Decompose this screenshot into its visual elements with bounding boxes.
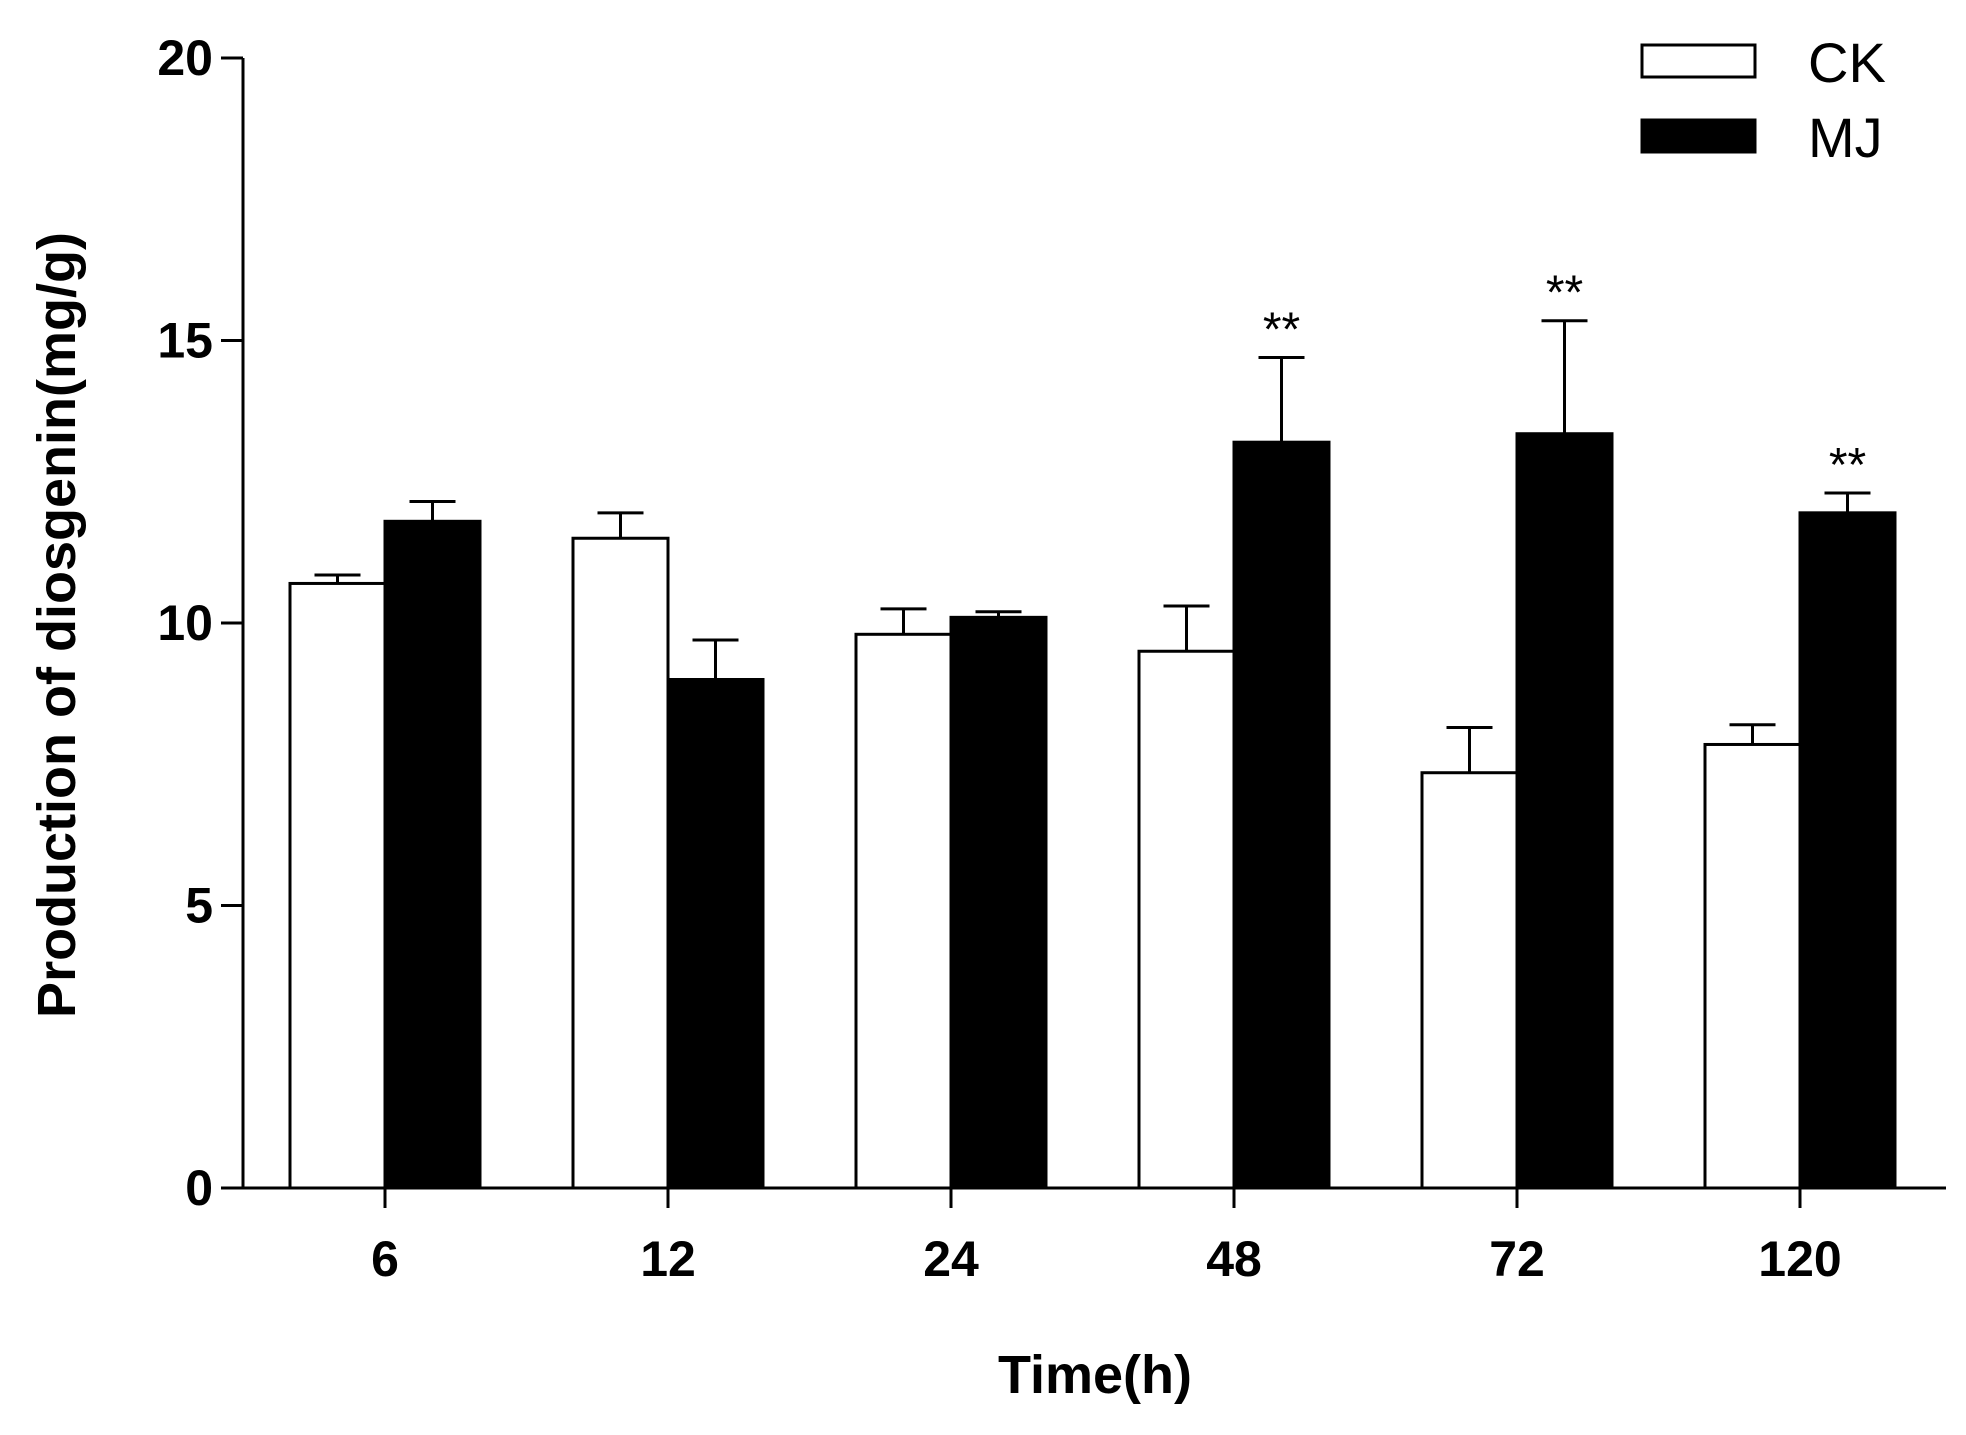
- bar-ck-6: [288, 581, 387, 1190]
- legend: CK MJ: [1640, 31, 1886, 169]
- bar-ck-120: [1703, 742, 1802, 1190]
- bar-mj-120: [1798, 511, 1897, 1190]
- y-tick-label-15: 15: [157, 313, 213, 369]
- y-axis-title: Production of diosgenin(mg/g): [27, 232, 87, 1018]
- axes: 0 5 10 15 20 6 12 24 48 72 120: [157, 30, 1946, 1287]
- y-tick-label-20: 20: [157, 30, 213, 86]
- legend-label-mj: MJ: [1808, 106, 1883, 169]
- significance-label-mj-72: **: [1546, 267, 1583, 320]
- x-tick-label-120: 120: [1758, 1231, 1841, 1287]
- legend-label-ck: CK: [1808, 31, 1886, 94]
- x-tick-label-72: 72: [1489, 1231, 1545, 1287]
- significance-label-mj-120: **: [1829, 439, 1866, 492]
- bar-ck-48: [1137, 649, 1236, 1190]
- bar-ck-24: [854, 632, 953, 1190]
- x-tick-label-24: 24: [923, 1231, 979, 1287]
- x-axis-title: Time(h): [998, 1345, 1192, 1405]
- x-tick-label-12: 12: [640, 1231, 696, 1287]
- bar-mj-6: [383, 519, 482, 1190]
- y-tick-label-5: 5: [185, 878, 213, 934]
- plot-area: ** ** **: [288, 267, 1897, 1190]
- legend-swatch-ck: [1640, 43, 1757, 79]
- bar-mj-12: [666, 678, 765, 1190]
- significance-label-mj-48: **: [1263, 303, 1300, 356]
- x-tick-label-6: 6: [371, 1231, 399, 1287]
- y-tick-label-10: 10: [157, 595, 213, 651]
- bar-ck-12: [571, 536, 670, 1190]
- y-tick-label-0: 0: [185, 1160, 213, 1216]
- bar-mj-72: [1515, 432, 1614, 1190]
- legend-swatch-mj: [1640, 118, 1757, 154]
- bar-ck-72: [1420, 771, 1519, 1190]
- bar-mj-24: [949, 615, 1048, 1190]
- bar-mj-48: [1232, 440, 1331, 1190]
- x-tick-label-48: 48: [1206, 1231, 1262, 1287]
